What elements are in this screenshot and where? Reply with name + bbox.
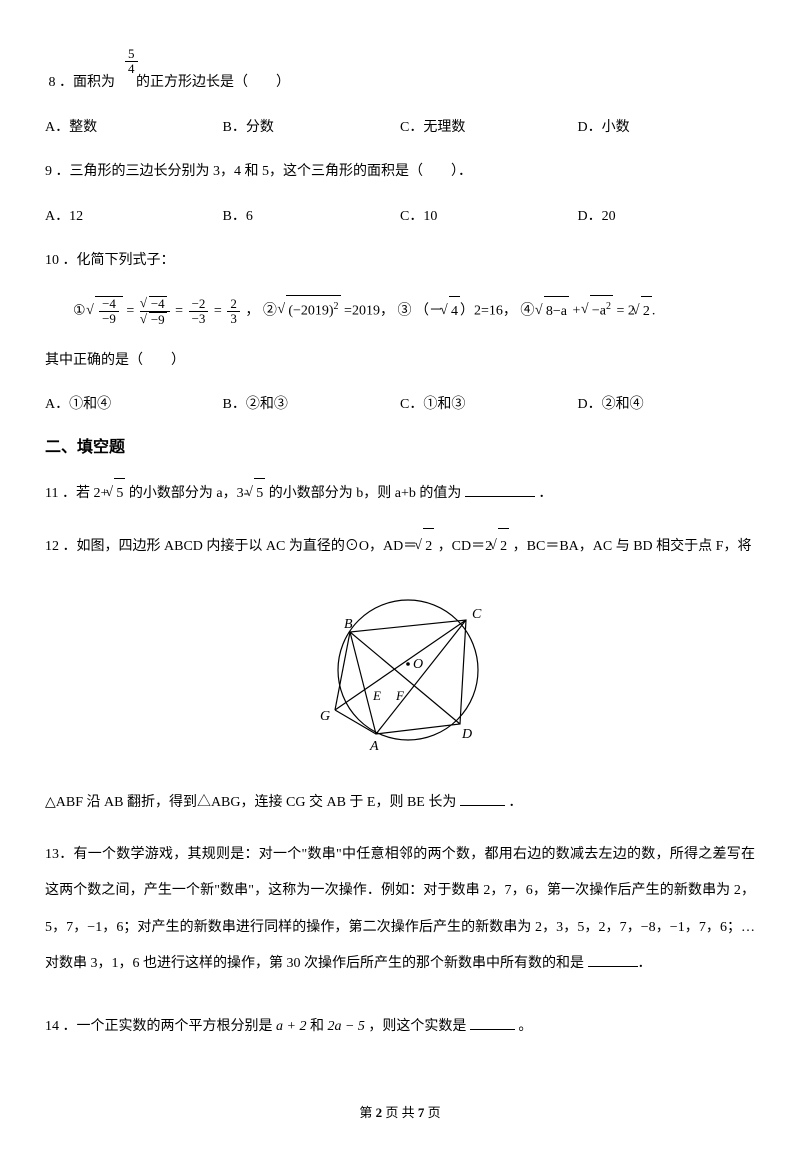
- q10-number: 10: [45, 253, 59, 268]
- question-14: 14 ．一个正实数的两个平方根分别是 a + 2 和 2a − 5 ，则这个实数…: [45, 1012, 755, 1043]
- q9-opt-d: D．20: [578, 206, 756, 228]
- label-O: O: [413, 657, 423, 672]
- q8-number: 8: [49, 75, 56, 90]
- label-B: B: [344, 617, 353, 632]
- q8-opt-b: B．分数: [223, 117, 401, 139]
- q9-opt-a: A．12: [45, 206, 223, 228]
- q10-opt-d: D．②和④: [578, 394, 756, 416]
- q8-options: A．整数 B．分数 C．无理数 D．小数: [45, 117, 755, 139]
- q10-item2-label: ②: [263, 304, 277, 319]
- q10-options: A．①和④ B．②和③ C．①和③ D．②和④: [45, 394, 755, 416]
- q10-item4-label: ④: [520, 304, 534, 319]
- q14-number: 14: [45, 1019, 59, 1034]
- q12-figure: B C O E F G A D: [45, 582, 755, 770]
- label-A: A: [369, 739, 379, 754]
- q8-opt-c: C．无理数: [400, 117, 578, 139]
- question-9: 9 ．三角形的三边长分别为 3，4 和 5，这个三角形的面积是（ ）．: [45, 157, 755, 188]
- question-8: 5 4 8 ．面积为 的正方形边长是（ ）: [45, 68, 755, 99]
- q14-expr2: 2a − 5: [327, 1019, 364, 1034]
- q8-text-after: 的正方形边长是（ ）: [136, 75, 290, 90]
- page-footer: 第 2 页 共 7 页: [45, 1103, 755, 1124]
- label-C: C: [472, 607, 482, 622]
- q10-opt-b: B．②和③: [223, 394, 401, 416]
- label-F: F: [395, 688, 405, 703]
- q8-text-before: ．面积为: [59, 75, 115, 90]
- label-G: G: [320, 709, 330, 724]
- q10-item1-label: ①: [73, 304, 86, 319]
- question-13: 13．有一个数学游戏，其规则是：对一个"数串"中任意相邻的两个数，都用右边的数减…: [45, 837, 755, 983]
- q13-number: 13: [45, 847, 59, 862]
- q12-line2: △ABF 沿 AB 翻折，得到△ABG，连接 CG 交 AB 于 E，则 BE …: [45, 788, 755, 819]
- q11-blank[interactable]: [465, 482, 535, 497]
- question-12: 12 ．如图，四边形 ABCD 内接于以 AC 为直径的⊙O，AD＝2 ，CD＝…: [45, 528, 755, 565]
- q9-number: 9: [45, 164, 52, 179]
- q10-expressions: ① −4−9 = −4 −9 = −2−3 = 23 ， ② (−2019)2 …: [73, 295, 755, 327]
- q12-blank[interactable]: [460, 791, 505, 806]
- fraction-5-4: 5 4: [125, 47, 138, 77]
- q9-opt-c: C．10: [400, 206, 578, 228]
- q10-opt-c: C．①和③: [400, 394, 578, 416]
- label-E: E: [372, 688, 381, 703]
- q10-opt-a: A．①和④: [45, 394, 223, 416]
- q9-options: A．12 B．6 C．10 D．20: [45, 206, 755, 228]
- q12-number: 12: [45, 539, 59, 554]
- q10-text: ．化简下列式子：: [63, 253, 175, 268]
- q13-blank[interactable]: [588, 952, 638, 967]
- q9-text: ．三角形的三边长分别为 3，4 和 5，这个三角形的面积是（ ）．: [56, 164, 473, 179]
- question-11: 11 ．若 2+5 的小数部分为 a，3-5 的小数部分为 b，则 a+b 的值…: [45, 478, 755, 510]
- q14-expr1: a + 2: [276, 1019, 306, 1034]
- q11-number: 11: [45, 486, 58, 501]
- q9-opt-b: B．6: [223, 206, 401, 228]
- section-2-title: 二、填空题: [45, 435, 755, 461]
- q10-tail: 其中正确的是（ ）: [45, 346, 755, 377]
- question-10: 10 ．化简下列式子：: [45, 246, 755, 277]
- label-D: D: [461, 727, 472, 742]
- q8-opt-a: A．整数: [45, 117, 223, 139]
- q14-blank[interactable]: [470, 1015, 515, 1030]
- q10-item3-label: ③: [397, 304, 411, 319]
- q8-opt-d: D．小数: [578, 117, 756, 139]
- q13-text: ．有一个数学游戏，其规则是：对一个"数串"中任意相邻的两个数，都用右边的数减去左…: [45, 847, 755, 971]
- q10-item2-text: =2019，: [344, 304, 394, 319]
